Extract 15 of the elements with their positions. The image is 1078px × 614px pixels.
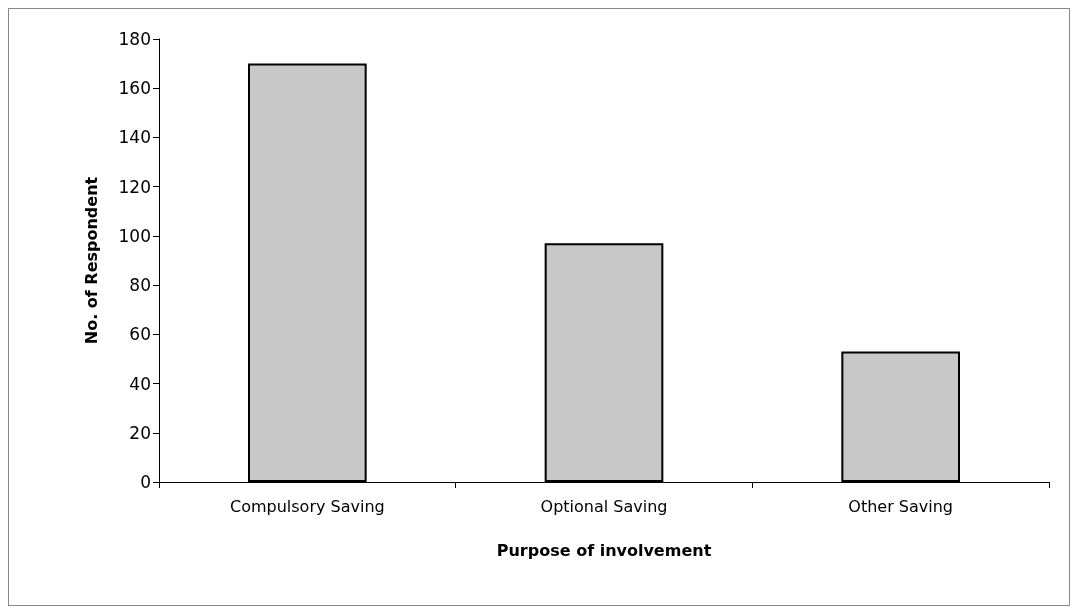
y-tick-label: 40	[129, 373, 151, 394]
y-tick-label: 140	[118, 127, 151, 148]
y-tick-label: 180	[118, 29, 151, 49]
y-tick-label: 80	[129, 275, 151, 296]
y-tick-label: 20	[129, 422, 151, 443]
y-tick-label: 120	[118, 176, 151, 197]
y-tick-label: 0	[140, 472, 151, 492]
x-tick-label: Optional Saving	[540, 496, 668, 516]
x-axis-title: Purpose of involvement	[496, 540, 712, 560]
y-axis-title: No. of Respondent	[81, 176, 101, 345]
y-tick-label: 160	[118, 78, 151, 99]
y-tick-label: 100	[118, 225, 151, 246]
x-tick-label: Compulsory Saving	[229, 496, 385, 516]
x-tick-label: Other Saving	[848, 496, 954, 516]
y-tick-label: 60	[129, 324, 151, 345]
